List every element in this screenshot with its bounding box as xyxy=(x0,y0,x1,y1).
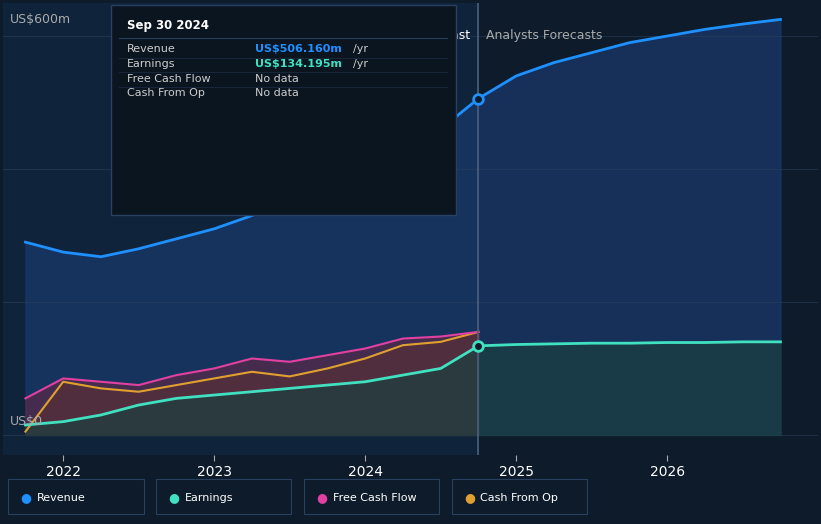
Text: Free Cash Flow: Free Cash Flow xyxy=(127,74,211,84)
Text: ●: ● xyxy=(464,492,475,504)
Text: Cash From Op: Cash From Op xyxy=(127,89,205,99)
Text: Free Cash Flow: Free Cash Flow xyxy=(333,493,416,503)
Text: US$600m: US$600m xyxy=(11,13,71,26)
Text: Past: Past xyxy=(445,29,471,42)
Text: /yr: /yr xyxy=(353,45,368,54)
Text: ●: ● xyxy=(168,492,179,504)
Text: Revenue: Revenue xyxy=(37,493,85,503)
Text: Cash From Op: Cash From Op xyxy=(480,493,558,503)
Text: US$0: US$0 xyxy=(11,416,44,428)
Text: Sep 30 2024: Sep 30 2024 xyxy=(127,19,209,32)
Text: ●: ● xyxy=(21,492,31,504)
Text: /yr: /yr xyxy=(353,59,368,69)
Text: US$134.195m: US$134.195m xyxy=(255,59,342,69)
Text: US$506.160m: US$506.160m xyxy=(255,45,342,54)
Text: Revenue: Revenue xyxy=(127,45,176,54)
Text: Earnings: Earnings xyxy=(185,493,233,503)
Text: Analysts Forecasts: Analysts Forecasts xyxy=(486,29,603,42)
Text: ●: ● xyxy=(316,492,327,504)
Bar xyxy=(2,3,479,455)
Text: Earnings: Earnings xyxy=(127,59,176,69)
Text: No data: No data xyxy=(255,89,298,99)
Text: No data: No data xyxy=(255,74,298,84)
